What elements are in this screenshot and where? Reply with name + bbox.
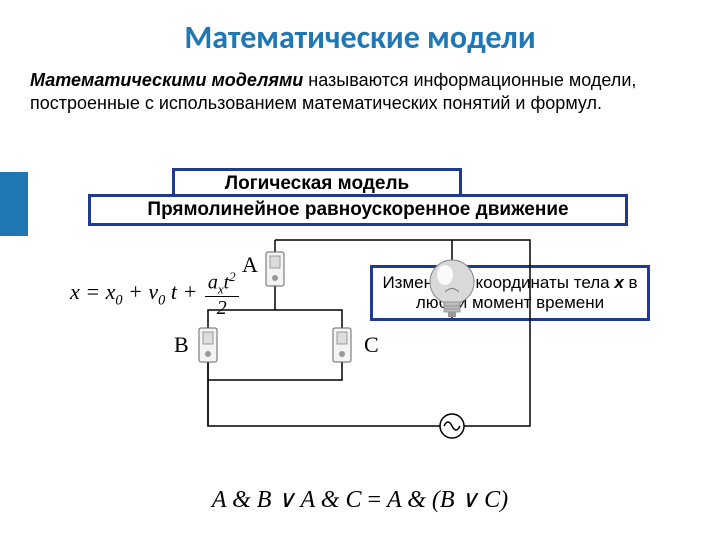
page-title: Математические модели <box>0 0 720 57</box>
definition-text: Математическими моделями называются инфо… <box>0 57 720 114</box>
desc-var-x: x <box>614 273 623 292</box>
label-a: A <box>242 252 258 277</box>
boolean-identity: A & B ∨ A & C = A & (B ∨ C) <box>0 485 720 514</box>
ac-source-icon <box>440 414 464 438</box>
accent-sidebar <box>0 172 28 236</box>
switch-a <box>266 252 284 286</box>
switch-b <box>199 328 217 362</box>
lightbulb-icon <box>430 260 474 317</box>
switch-c <box>333 328 351 362</box>
definition-term: Математическими моделями <box>30 70 303 90</box>
label-b: B <box>174 332 189 357</box>
box-uniform-motion: Прямолинейное равноускоренное движение <box>88 194 628 226</box>
circuit-diagram: A B C <box>160 230 540 490</box>
label-c: C <box>364 332 379 357</box>
